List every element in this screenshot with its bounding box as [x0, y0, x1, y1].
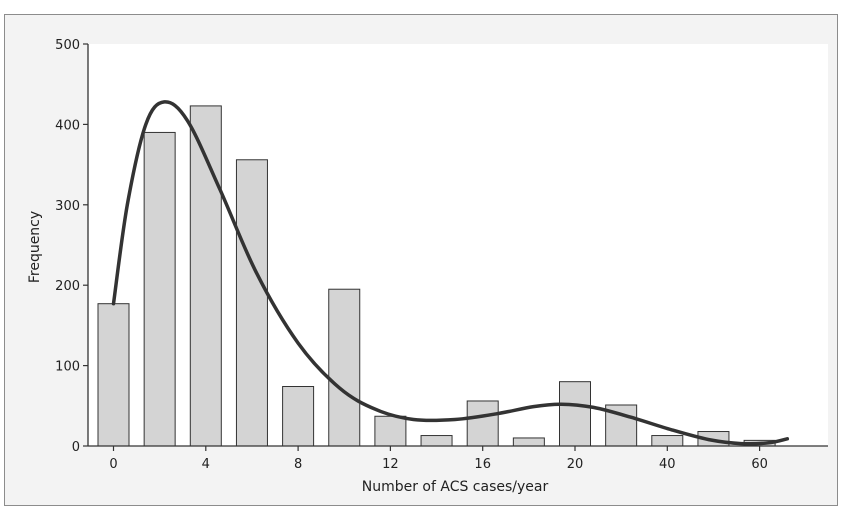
x-tick-label: 16 [474, 457, 491, 472]
x-tick-label: 20 [567, 457, 584, 472]
x-tick-label: 40 [659, 457, 676, 472]
bar [97, 303, 130, 447]
bar [328, 288, 361, 447]
x-tick-label: 8 [294, 457, 302, 472]
bar [651, 435, 684, 447]
bar [235, 159, 268, 447]
x-tick-label: 60 [751, 457, 768, 472]
y-axis-title: Frequency [27, 211, 43, 283]
bar [374, 415, 407, 447]
y-tick-label: 100 [55, 360, 80, 375]
bar [143, 131, 176, 447]
bar [559, 381, 591, 447]
y-tick-label: 0 [72, 440, 80, 455]
bar [420, 435, 453, 447]
y-ticks-group: 0 100 200 300 400 500 [55, 38, 88, 455]
bar [466, 400, 499, 447]
y-tick-label: 200 [55, 279, 80, 294]
x-tick-label: 4 [202, 457, 210, 472]
y-tick-label: 500 [55, 38, 80, 53]
bars-group [97, 105, 776, 447]
x-tick-label: 0 [109, 457, 117, 472]
x-tick-label: 12 [382, 457, 399, 472]
smoothed-curve [111, 100, 790, 446]
x-axis-title: Number of ACS cases/year [362, 479, 549, 495]
bar [282, 386, 315, 447]
bar [512, 437, 545, 447]
y-tick-label: 400 [55, 118, 80, 133]
y-tick-label: 300 [55, 199, 80, 214]
x-ticks-group: 0 4 8 12 16 20 40 60 [109, 446, 768, 472]
